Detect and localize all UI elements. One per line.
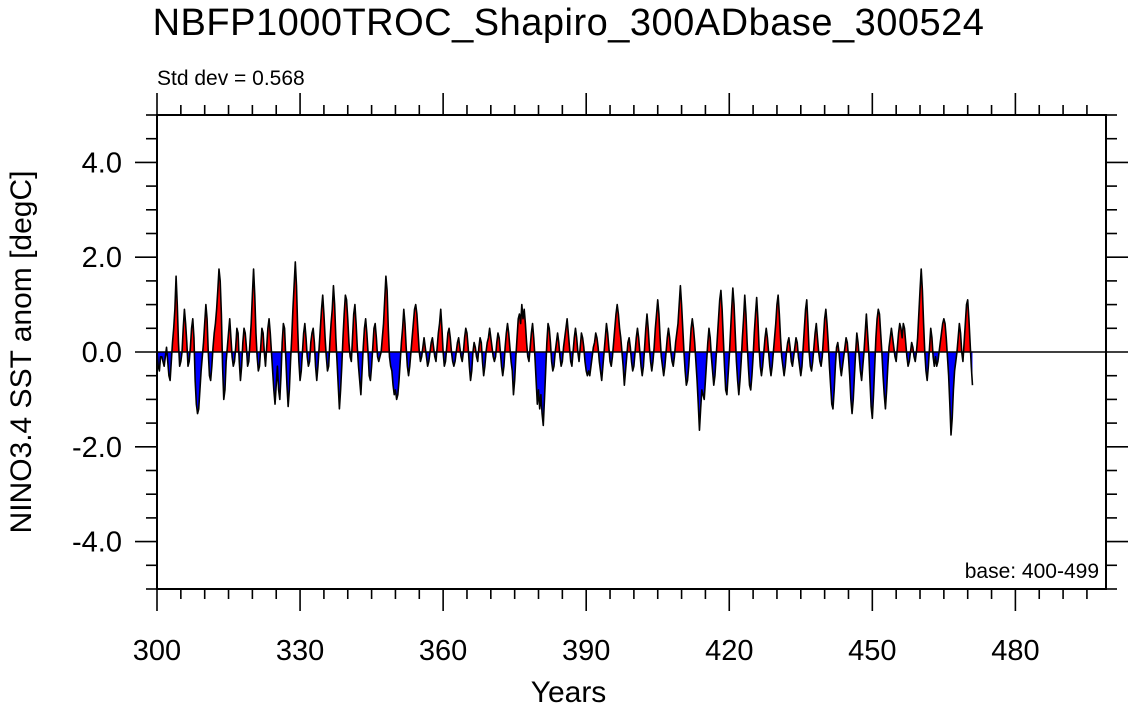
- y-tick-label: -2.0: [72, 432, 122, 464]
- y-axis-label: NINO3.4 SST anom [degC]: [5, 170, 38, 534]
- x-tick-label: 480: [991, 635, 1039, 667]
- y-tick-label: 0.0: [82, 337, 122, 369]
- y-tick-label: 2.0: [82, 242, 122, 274]
- chart-title: NBFP1000TROC_Shapiro_300ADbase_300524: [152, 2, 985, 44]
- y-tick-label: -4.0: [72, 527, 122, 559]
- plot-frame: [156, 114, 1107, 590]
- axis-tick-labels: 300 330 360 390 420 450 480 4.0 2.0 0.0 -2.0 -4.0: [72, 147, 1040, 667]
- x-tick-label: 330: [276, 635, 324, 667]
- negative-anomaly-area: [157, 352, 973, 435]
- std-dev-annotation: Std dev = 0.568: [157, 67, 305, 90]
- axis-ticks: [135, 93, 1128, 611]
- x-tick-label: 420: [705, 635, 753, 667]
- x-tick-label: 390: [562, 635, 610, 667]
- base-period-annotation: base: 400-499: [964, 560, 1099, 583]
- anomaly-fill-areas: [157, 261, 973, 435]
- x-axis-label: Years: [530, 676, 607, 709]
- x-tick-label: 300: [133, 635, 181, 667]
- anomaly-series-line: [156, 261, 974, 436]
- x-tick-label: 450: [848, 635, 896, 667]
- x-tick-label: 360: [419, 635, 467, 667]
- y-tick-label: 4.0: [82, 147, 122, 179]
